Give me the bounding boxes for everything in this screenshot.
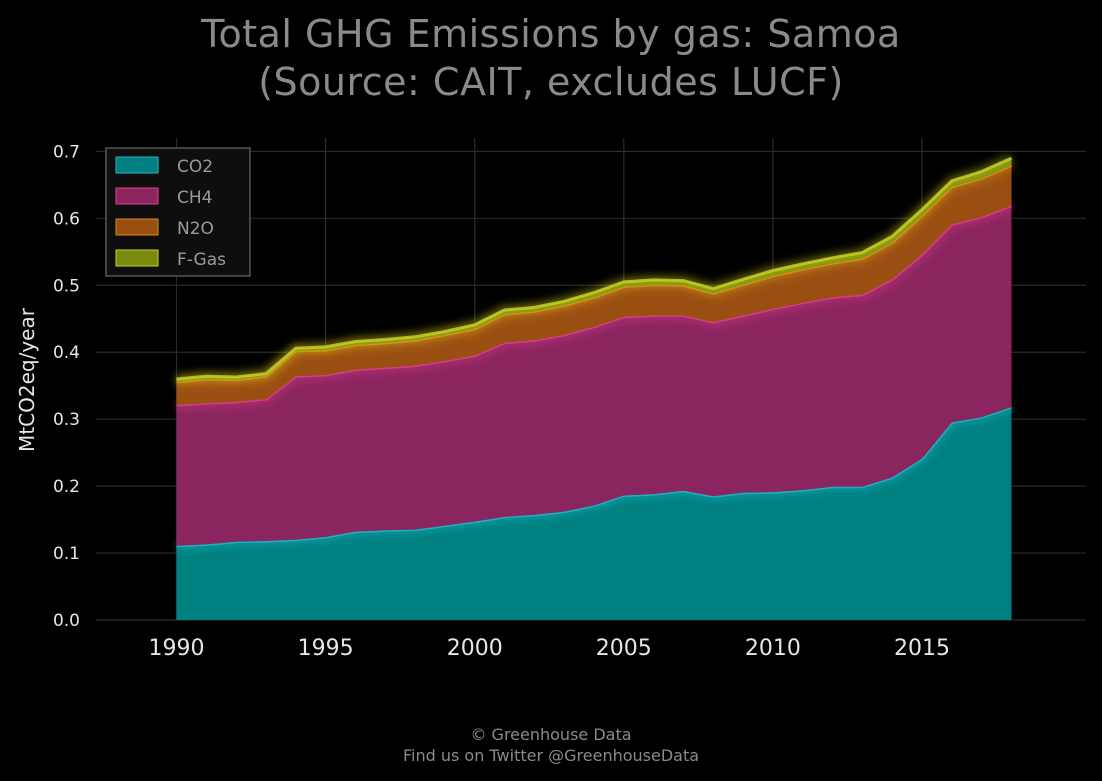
line-fgas bbox=[176, 156, 1013, 381]
legend-swatch-co2 bbox=[115, 156, 159, 174]
legend-item-fgas: F-Gas bbox=[115, 249, 226, 270]
legend-label-fgas: F-Gas bbox=[177, 250, 226, 270]
axis-layer: 0.0 0.1 0.2 0.3 0.4 0.5 0.6 0.7 1990 1995 2000 2005… bbox=[53, 142, 950, 661]
y-tick-label: 0.4 bbox=[53, 343, 80, 363]
footer-credit: © Greenhouse Data bbox=[470, 725, 632, 744]
area-layer bbox=[176, 153, 1014, 620]
x-tick-label: 2015 bbox=[894, 636, 950, 661]
y-tick-label: 0.0 bbox=[53, 611, 80, 631]
area-ch4 bbox=[176, 205, 1012, 546]
legend-item-co2: CO2 bbox=[115, 156, 213, 177]
y-tick-label: 0.1 bbox=[53, 544, 80, 564]
chart-title-line2: (Source: CAIT, excludes LUCF) bbox=[258, 60, 844, 104]
legend-swatch-n2o bbox=[115, 218, 159, 236]
legend-item-n2o: N2O bbox=[115, 218, 214, 239]
legend-label-n2o: N2O bbox=[177, 219, 214, 239]
legend: CO2 CH4 N2O F-Gas bbox=[105, 147, 251, 277]
x-tick-label: 1995 bbox=[298, 636, 354, 661]
x-tick-label: 1990 bbox=[149, 636, 205, 661]
area-co2 bbox=[176, 407, 1012, 620]
x-tick-label: 2010 bbox=[745, 636, 801, 661]
footer-twitter[interactable]: Find us on Twitter @GreenhouseData bbox=[402, 746, 700, 765]
y-axis-label: MtCO2eq/year bbox=[15, 307, 39, 452]
y-tick-label: 0.6 bbox=[53, 209, 80, 229]
chart-title-line1: Total GHG Emissions by gas: Samoa bbox=[201, 12, 901, 56]
legend-swatch-ch4 bbox=[115, 187, 159, 205]
y-tick-label: 0.2 bbox=[53, 477, 80, 497]
y-tick-label: 0.7 bbox=[53, 142, 80, 162]
x-tick-label: 2000 bbox=[447, 636, 503, 661]
legend-swatch-fgas bbox=[115, 249, 159, 267]
legend-item-ch4: CH4 bbox=[115, 187, 212, 208]
legend-label-ch4: CH4 bbox=[177, 188, 212, 208]
y-tick-label: 0.3 bbox=[53, 410, 80, 430]
y-tick-label: 0.5 bbox=[53, 276, 80, 296]
x-tick-label: 2005 bbox=[596, 636, 652, 661]
chart-canvas: 0.0 0.1 0.2 0.3 0.4 0.5 0.6 0.7 1990 1995 2000 2005… bbox=[15, 138, 1086, 661]
legend-label-co2: CO2 bbox=[177, 157, 213, 177]
